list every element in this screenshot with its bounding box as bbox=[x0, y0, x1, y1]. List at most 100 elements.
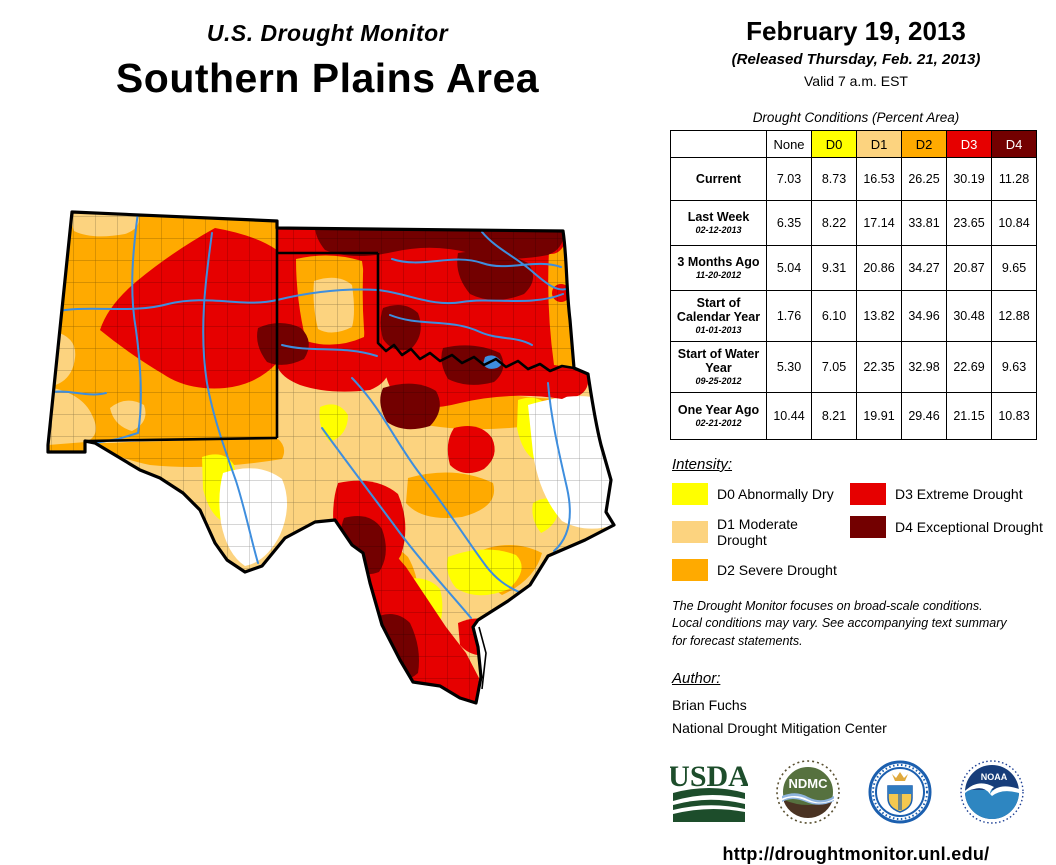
agency-logos: USDA NDMC bbox=[670, 760, 1052, 824]
cell-value: 30.19 bbox=[946, 157, 992, 201]
cell-value: 7.05 bbox=[811, 341, 857, 393]
col-header-d0: D0 bbox=[811, 130, 857, 158]
row-date: 02-12-2013 bbox=[695, 225, 742, 236]
cell-value: 16.53 bbox=[856, 157, 902, 201]
info-panel: February 19, 2013 (Released Thursday, Fe… bbox=[660, 0, 1052, 865]
cell-value: 17.14 bbox=[856, 200, 902, 246]
state-borders bbox=[84, 221, 589, 443]
legend-item-d4: D4 Exceptional Drought bbox=[850, 516, 1043, 538]
map-title-block: U.S. Drought Monitor Southern Plains Are… bbox=[55, 20, 600, 102]
cell-value: 30.48 bbox=[946, 290, 992, 342]
cell-value: 10.84 bbox=[991, 200, 1037, 246]
drought-monitor-page: { "title": { "line1": "U.S. Drought Moni… bbox=[30, 16, 1043, 864]
ndmc-logo: NDMC bbox=[776, 759, 840, 824]
commerce-seal bbox=[868, 760, 932, 824]
table-corner-cell bbox=[670, 130, 767, 158]
cell-value: 5.04 bbox=[766, 245, 812, 291]
row-label: 3 Months Ago bbox=[677, 255, 760, 270]
cell-value: 22.69 bbox=[946, 341, 992, 393]
table-row-start-water-year: Start of Water Year 09-25-2012 5.30 7.05 … bbox=[670, 341, 1037, 393]
map-outline bbox=[46, 210, 616, 705]
conditions-table: None D0 D1 D2 D3 D4 Current 7.03 8.73 16… bbox=[670, 130, 1037, 440]
legend-label: D2 Severe Drought bbox=[717, 562, 837, 578]
legend-item-d0: D0 Abnormally Dry bbox=[672, 483, 850, 505]
legend-label: D0 Abnormally Dry bbox=[717, 486, 834, 502]
d1-swatch bbox=[672, 521, 708, 543]
cell-value: 34.27 bbox=[901, 245, 947, 291]
svg-text:USDA: USDA bbox=[670, 760, 748, 793]
table-row-last-week: Last Week 02-12-2013 6.35 8.22 17.14 33.8… bbox=[670, 200, 1037, 246]
cell-value: 9.65 bbox=[991, 245, 1037, 291]
cell-value: 8.22 bbox=[811, 200, 857, 246]
author-block: Author: Brian Fuchs National Drought Mit… bbox=[672, 670, 1052, 736]
intensity-legend: D0 Abnormally Dry D1 Moderate Drought D2… bbox=[672, 483, 1052, 592]
cell-value: 10.83 bbox=[991, 392, 1037, 440]
row-label: One Year Ago bbox=[677, 403, 760, 418]
drought-map bbox=[30, 195, 670, 805]
valid-time: Valid 7 a.m. EST bbox=[803, 73, 908, 89]
row-date: 11-20-2012 bbox=[695, 270, 742, 281]
cell-value: 29.46 bbox=[901, 392, 947, 440]
cell-value: 34.96 bbox=[901, 290, 947, 342]
cell-value: 8.73 bbox=[811, 157, 857, 201]
legend-item-d2: D2 Severe Drought bbox=[672, 559, 850, 581]
cell-value: 20.86 bbox=[856, 245, 902, 291]
website-url: http://droughtmonitor.unl.edu/ bbox=[722, 843, 990, 864]
d0-swatch bbox=[672, 483, 708, 505]
table-row-current: Current 7.03 8.73 16.53 26.25 30.19 11.2… bbox=[670, 157, 1037, 201]
legend-label: D4 Exceptional Drought bbox=[895, 519, 1043, 535]
county-lines bbox=[48, 212, 614, 703]
cell-value: 13.82 bbox=[856, 290, 902, 342]
usdm-title: U.S. Drought Monitor bbox=[206, 20, 449, 46]
row-label: Last Week bbox=[687, 210, 750, 225]
usda-logo: USDA bbox=[670, 760, 748, 822]
svg-text:NOAA: NOAA bbox=[981, 772, 1008, 782]
col-header-d1: D1 bbox=[856, 130, 902, 158]
row-date: 01-01-2013 bbox=[695, 325, 742, 336]
cell-value: 6.10 bbox=[811, 290, 857, 342]
row-label: Current bbox=[695, 172, 742, 186]
d4-swatch bbox=[850, 516, 886, 538]
disclaimer-line: The Drought Monitor focuses on broad-sca… bbox=[672, 599, 983, 613]
cell-value: 7.03 bbox=[766, 157, 812, 201]
legend-label: D3 Extreme Drought bbox=[895, 486, 1023, 502]
author-org: National Drought Mitigation Center bbox=[672, 719, 887, 736]
table-title: Drought Conditions (Percent Area) bbox=[752, 110, 960, 125]
cell-value: 21.15 bbox=[946, 392, 992, 440]
disclaimer-line: for forecast statements. bbox=[672, 633, 803, 648]
col-header-d2: D2 bbox=[901, 130, 947, 158]
rivers bbox=[48, 212, 571, 619]
d3-swatch bbox=[850, 483, 886, 505]
legend-item-d3: D3 Extreme Drought bbox=[850, 483, 1043, 505]
disclaimer-line: Local conditions may vary. See accompany… bbox=[672, 616, 1007, 631]
intensity-title: Intensity: bbox=[672, 456, 733, 473]
table-row-one-year-ago: One Year Ago 02-21-2012 10.44 8.21 19.91 … bbox=[670, 392, 1037, 440]
col-header-d3: D3 bbox=[946, 130, 992, 158]
cell-value: 12.88 bbox=[991, 290, 1037, 342]
cell-value: 10.44 bbox=[766, 392, 812, 440]
cell-value: 5.30 bbox=[766, 341, 812, 393]
cell-value: 19.91 bbox=[856, 392, 902, 440]
disclaimer-text: The Drought Monitor focuses on broad-sca… bbox=[672, 598, 1052, 650]
cell-value: 33.81 bbox=[901, 200, 947, 246]
map-date: February 19, 2013 bbox=[746, 16, 966, 46]
cell-value: 8.21 bbox=[811, 392, 857, 440]
legend-label: D1 Moderate Drought bbox=[717, 516, 798, 548]
padre-island bbox=[478, 626, 487, 690]
date-block: February 19, 2013 (Released Thursday, Fe… bbox=[660, 16, 1052, 89]
released-date: (Released Thursday, Feb. 21, 2013) bbox=[731, 51, 981, 68]
table-row-start-calendar-year: Start of Calendar Year 01-01-2013 1.76 6.… bbox=[670, 290, 1037, 342]
row-date: 09-25-2012 bbox=[695, 376, 742, 387]
cell-value: 32.98 bbox=[901, 341, 947, 393]
d2-swatch bbox=[672, 559, 708, 581]
legend-item-d1: D1 Moderate Drought bbox=[672, 516, 850, 548]
cell-value: 26.25 bbox=[901, 157, 947, 201]
cell-value: 22.35 bbox=[856, 341, 902, 393]
cell-value: 20.87 bbox=[946, 245, 992, 291]
author-title: Author: bbox=[672, 669, 721, 687]
row-date: 02-21-2012 bbox=[695, 418, 742, 429]
cell-value: 23.65 bbox=[946, 200, 992, 246]
region-title: Southern Plains Area bbox=[115, 55, 540, 101]
cell-value: 9.31 bbox=[811, 245, 857, 291]
author-name: Brian Fuchs bbox=[672, 696, 747, 713]
